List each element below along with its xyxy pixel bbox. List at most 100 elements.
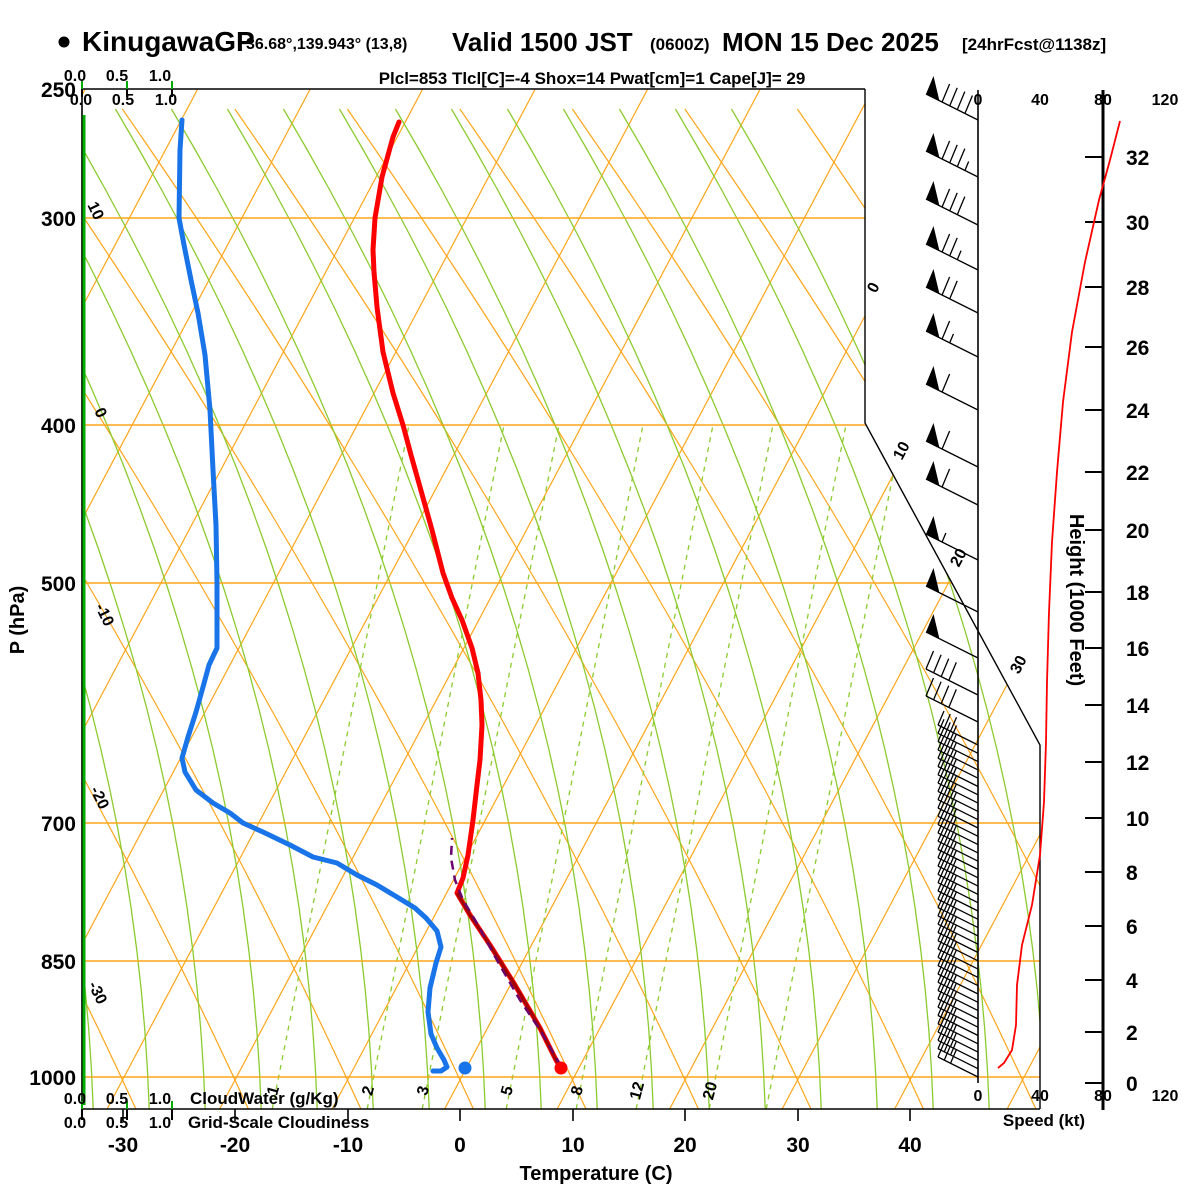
wind-barb-staff bbox=[937, 865, 979, 887]
wind-barb-feather bbox=[937, 860, 945, 875]
wind-barb-halffeather bbox=[956, 250, 962, 260]
wind-barb-feather bbox=[949, 941, 958, 956]
wind-barb-feather bbox=[943, 929, 951, 945]
wind-barb-feather bbox=[949, 758, 958, 774]
wind-barb-feather bbox=[949, 982, 958, 998]
wind-barb-staff bbox=[937, 898, 979, 920]
wind-barb-feather bbox=[949, 1024, 958, 1039]
wind-barb-feather bbox=[937, 818, 945, 834]
wind-barb-feather bbox=[937, 934, 945, 950]
parcel-path-dashed bbox=[449, 837, 563, 1067]
wind-barb-pennant bbox=[926, 423, 940, 448]
wind-barb-feather bbox=[949, 733, 958, 749]
wind-barb-feather bbox=[937, 802, 945, 817]
moist-adiabat-line bbox=[82, 108, 262, 1109]
wind-barb-feather bbox=[941, 233, 951, 253]
wind-barb-feather bbox=[937, 926, 945, 942]
wind-barb-feather bbox=[943, 771, 951, 787]
wind-barb-feather bbox=[949, 866, 958, 881]
wind-barb-staff bbox=[937, 1014, 979, 1037]
moist-adiabat-line bbox=[618, 108, 934, 1109]
wind-barb-staff bbox=[937, 940, 979, 962]
wind-barb-feather bbox=[949, 750, 958, 765]
dry-adiabat-line bbox=[459, 108, 1037, 1109]
wind-barb-feather bbox=[943, 788, 951, 804]
wind-barb-feather bbox=[943, 1020, 951, 1036]
wind-barb-feather bbox=[949, 237, 958, 257]
wind-barb-feather bbox=[937, 992, 945, 1008]
wind-barb-feather bbox=[937, 876, 945, 892]
wind-barb-staff bbox=[937, 732, 979, 754]
mixing-ratio-label: 3 bbox=[414, 1084, 433, 1097]
wind-barb-pennant bbox=[926, 313, 940, 338]
valid-time-utc: (0600Z) bbox=[650, 35, 710, 54]
sounding-traces bbox=[176, 117, 568, 1075]
wind-barb-staff bbox=[925, 668, 979, 696]
forecast-run-info: [24hrFcst@1138z] bbox=[962, 35, 1106, 54]
isotherm-line bbox=[106, 89, 649, 1109]
isotherm-label: 30 bbox=[1007, 653, 1030, 677]
wind-barb-feather bbox=[943, 805, 951, 820]
cloudwater-scale-value: 0.0 bbox=[64, 68, 86, 85]
wind-barb-feather bbox=[937, 1001, 945, 1016]
wind-barb-feather bbox=[949, 791, 958, 807]
wind-barb-feather bbox=[943, 738, 951, 754]
wind-barb-feather bbox=[949, 833, 958, 848]
wind-barb-staff bbox=[937, 815, 979, 837]
wind-barb-feather bbox=[943, 913, 951, 928]
pressure-tick-label: 500 bbox=[41, 573, 76, 596]
mixing-ratio-line bbox=[366, 424, 505, 1109]
wind-barb-staff bbox=[937, 799, 979, 821]
isotherm-line bbox=[219, 89, 761, 1109]
wind-barb-feather bbox=[949, 144, 958, 164]
header: KinugawaGP 36.68°,139.943° (13,8) Valid … bbox=[58, 26, 1106, 88]
wind-barb-feather bbox=[949, 957, 958, 973]
wind-barb-staff bbox=[937, 882, 979, 904]
cloudiness-scale-value: 1.0 bbox=[149, 1115, 171, 1132]
temperature-axis-label: Temperature (C) bbox=[520, 1163, 673, 1185]
wind-barb-feather bbox=[949, 849, 958, 865]
wind-speed-profile bbox=[997, 120, 1121, 1069]
station-name: KinugawaGP bbox=[82, 26, 255, 57]
isotherm-line bbox=[82, 89, 311, 1109]
pressure-tick-label: 400 bbox=[41, 415, 76, 438]
wind-barb-staff bbox=[937, 1031, 979, 1053]
wind-barb-feather bbox=[937, 1034, 945, 1049]
mixing-ratio-lines bbox=[271, 424, 904, 1109]
wind-barb-feather bbox=[943, 879, 951, 895]
isotherm-line bbox=[669, 89, 1040, 1109]
wind-barb-staff bbox=[937, 1048, 979, 1070]
wind-barb-halffeather bbox=[949, 333, 955, 344]
wind-barb-feather bbox=[949, 883, 958, 898]
speed-tick-label-top: 0 bbox=[974, 92, 983, 109]
wind-barb-feather bbox=[949, 783, 958, 798]
wind-barb-feather bbox=[941, 188, 951, 208]
wind-barb-feather bbox=[943, 730, 951, 745]
wind-barb-feather bbox=[948, 662, 957, 681]
cloudiness-scale-value: 0.0 bbox=[64, 1115, 86, 1132]
moist-adiabat-line bbox=[450, 108, 766, 1109]
mixing-ratio-line bbox=[271, 424, 410, 1109]
speed-tick-label-top: 120 bbox=[1152, 92, 1179, 109]
moist-adiabat-grid bbox=[82, 108, 1040, 1109]
wind-barb-feather bbox=[937, 851, 945, 867]
height-tick-label: 18 bbox=[1126, 582, 1150, 605]
wind-barb-pennant bbox=[926, 181, 940, 206]
height-tick-label: 28 bbox=[1126, 277, 1150, 300]
wind-barb-pennant bbox=[926, 269, 940, 294]
wind-barb-feather bbox=[943, 871, 951, 887]
wind-barb-feather bbox=[949, 907, 958, 923]
wind-barb-feather bbox=[925, 677, 935, 697]
wind-barb-feather bbox=[943, 830, 951, 845]
wind-barb-feather bbox=[937, 1042, 945, 1058]
station-coords: 36.68°,139.943° (13,8) bbox=[246, 36, 407, 53]
wind-barb-feather bbox=[943, 979, 951, 994]
dry-adiabat-line bbox=[82, 108, 249, 1109]
wind-barb-feather bbox=[949, 1007, 958, 1023]
wind-barb-feather bbox=[941, 276, 951, 296]
wind-barb-staff bbox=[937, 790, 979, 812]
wind-barb-feather bbox=[956, 91, 966, 110]
wind-barb-feather bbox=[943, 1004, 951, 1019]
wind-barb-pennant bbox=[926, 568, 940, 593]
height-tick-label: 20 bbox=[1126, 520, 1149, 543]
